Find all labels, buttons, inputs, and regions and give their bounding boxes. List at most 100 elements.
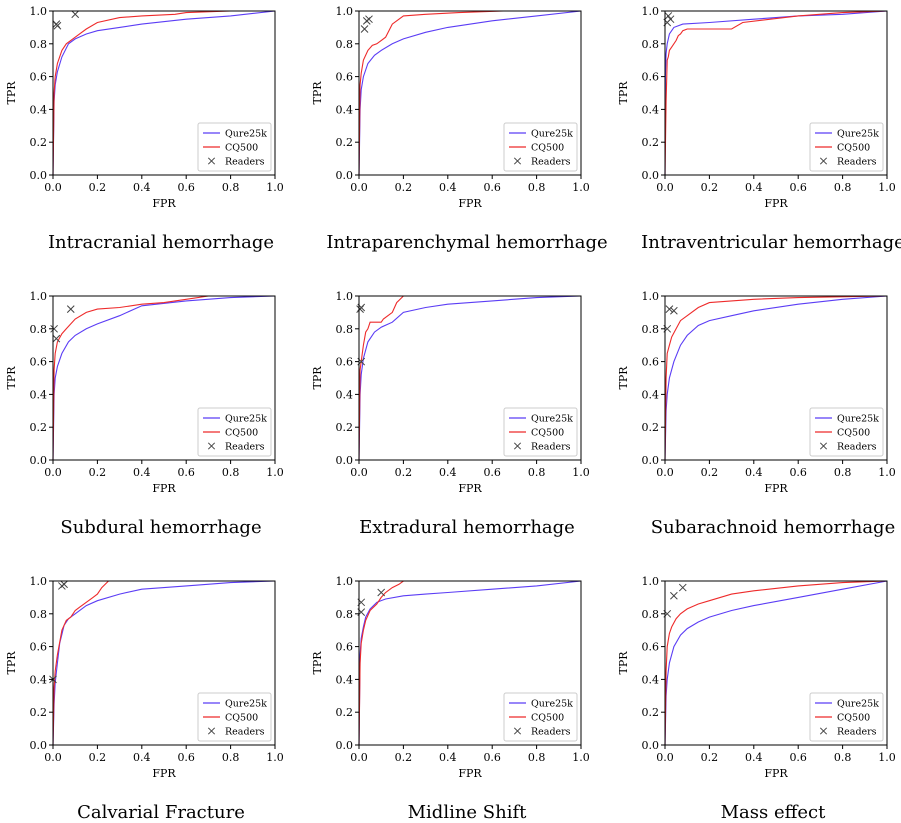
reader-marker	[71, 10, 80, 19]
legend-box	[503, 692, 578, 742]
legend: Qure25k CQ500 Readers	[503, 122, 578, 172]
x-tick-label: 0.8	[834, 181, 852, 194]
y-tick-label: 0.0	[642, 739, 660, 752]
reader-marker-stroke	[360, 25, 369, 33]
roc-line-cq500	[52, 10, 275, 176]
reader-marker-stroke	[50, 324, 58, 333]
reader-marker	[670, 591, 678, 600]
y-tick-label: 0.8	[336, 608, 354, 621]
roc-line-qure25k	[664, 295, 888, 461]
x-tick-label: 0.4	[439, 181, 457, 194]
y-tick-label: 0.2	[642, 421, 660, 434]
y-axis-label: TPR	[311, 366, 324, 390]
x-tick-label: 1.0	[878, 751, 896, 764]
chart-panel: 0.0 0.2 0.4 0.6 0.8 1.0 0.0 0.2 0.4 0.6 0.8 1.0 FPR T…	[311, 290, 590, 538]
y-tick-label: 0.2	[30, 136, 48, 149]
reader-marker-stroke	[670, 306, 678, 315]
chart-panel: 0.0 0.2 0.4 0.6 0.8 1.0 0.0 0.2 0.4 0.6 0.8 1.0 FPR T…	[617, 575, 896, 823]
x-tick-label: 0.6	[177, 181, 195, 194]
legend-label: CQ500	[531, 428, 564, 439]
y-tick-label: 0.4	[30, 673, 48, 686]
legend-box	[809, 122, 884, 172]
reader-marker	[377, 588, 386, 597]
y-tick-label: 0.6	[642, 356, 660, 369]
legend-label: Readers	[225, 442, 265, 453]
reader-marker-stroke	[664, 12, 673, 20]
legend-label: Readers	[837, 727, 877, 738]
legend-swatch-readers	[513, 442, 522, 450]
chart-panel: 0.0 0.2 0.4 0.6 0.8 1.0 0.0 0.2 0.4 0.6 0.8 1.0 FPR T…	[311, 5, 608, 253]
x-tick-label: 0.0	[350, 181, 368, 194]
plot-frame	[52, 10, 276, 176]
legend: Qure25k CQ500 Readers	[197, 122, 272, 172]
legend-label: CQ500	[837, 713, 870, 724]
y-tick-label: 0.0	[336, 454, 354, 467]
chart-title: Calvarial Fracture	[77, 802, 245, 823]
roc-line-qure25k	[358, 295, 582, 461]
reader-marker-stroke	[670, 591, 678, 600]
x-axis-label: FPR	[764, 482, 788, 495]
legend-label: CQ500	[225, 713, 258, 724]
y-tick-label: 1.0	[30, 575, 48, 588]
y-axis-label: TPR	[617, 366, 630, 390]
x-tick-label: 0.6	[483, 466, 501, 479]
legend-box	[809, 692, 884, 742]
reader-marker-stroke	[66, 305, 75, 313]
reader-marker-stroke	[665, 305, 674, 313]
x-tick-label: 1.0	[266, 181, 284, 194]
plot-frame	[358, 580, 582, 746]
chart-panel: 0.0 0.2 0.4 0.6 0.8 1.0 0.0 0.2 0.4 0.6 0.8 1.0 FPR T…	[5, 5, 284, 253]
x-tick-label: 0.6	[789, 466, 807, 479]
reader-marker	[678, 583, 687, 592]
x-tick-label: 0.0	[44, 751, 62, 764]
x-tick-label: 0.0	[350, 466, 368, 479]
x-tick-label: 1.0	[266, 751, 284, 764]
y-tick-label: 0.8	[642, 608, 660, 621]
legend: Qure25k CQ500 Readers	[197, 407, 272, 457]
reader-marker	[53, 21, 62, 30]
y-tick-label: 1.0	[642, 575, 660, 588]
x-tick-label: 0.8	[222, 181, 240, 194]
x-tick-label: 0.6	[789, 181, 807, 194]
reader-marker	[52, 334, 61, 343]
legend-swatch-readers	[207, 157, 216, 165]
legend-label: Qure25k	[837, 414, 879, 425]
y-tick-label: 0.2	[30, 421, 48, 434]
y-tick-label: 0.6	[642, 641, 660, 654]
roc-line-cq500	[664, 580, 888, 746]
roc-line-cq500	[358, 580, 581, 746]
reader-marker	[666, 15, 675, 24]
y-tick-label: 1.0	[642, 5, 660, 18]
chart-title: Extradural hemorrhage	[359, 517, 575, 538]
y-tick-label: 0.6	[642, 71, 660, 84]
legend: Qure25k CQ500 Readers	[809, 692, 884, 742]
x-tick-label: 0.0	[350, 751, 368, 764]
legend-label: Readers	[531, 157, 571, 168]
x-tick-label: 0.2	[89, 181, 107, 194]
x-tick-label: 1.0	[878, 181, 896, 194]
y-tick-label: 0.4	[642, 103, 660, 116]
y-tick-label: 0.4	[336, 388, 354, 401]
reader-marker	[60, 580, 68, 589]
roc-line-qure25k	[52, 10, 276, 176]
reader-marker	[66, 305, 75, 313]
y-tick-label: 0.6	[30, 641, 48, 654]
reader-marker	[50, 324, 58, 333]
y-tick-label: 0.2	[336, 136, 354, 149]
x-axis-label: FPR	[764, 767, 788, 780]
x-axis-label: FPR	[458, 767, 482, 780]
plot-frame	[664, 580, 888, 746]
legend-box	[197, 122, 272, 172]
y-tick-label: 0.0	[30, 454, 48, 467]
x-tick-label: 0.0	[656, 466, 674, 479]
plot-frame	[664, 10, 888, 176]
x-tick-label: 0.6	[177, 466, 195, 479]
legend-box	[197, 692, 272, 742]
y-tick-label: 0.2	[642, 136, 660, 149]
x-tick-label: 0.6	[483, 181, 501, 194]
x-tick-label: 0.2	[89, 751, 107, 764]
reader-marker-stroke	[377, 588, 386, 597]
legend: Qure25k CQ500 Readers	[809, 407, 884, 457]
x-tick-label: 0.8	[222, 466, 240, 479]
legend-box	[503, 122, 578, 172]
